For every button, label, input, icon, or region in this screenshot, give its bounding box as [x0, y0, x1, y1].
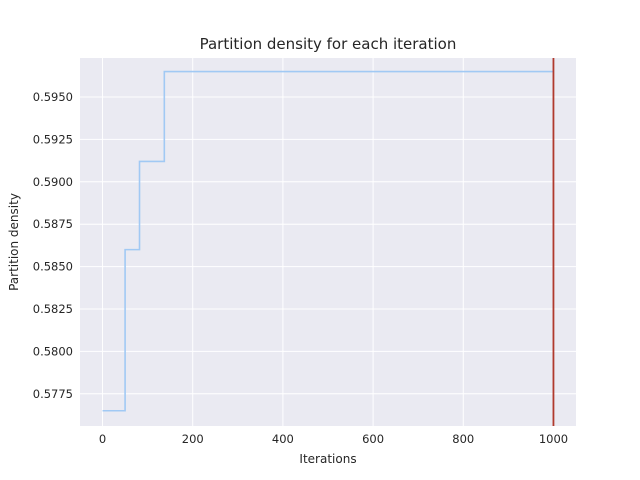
series-layer [102, 58, 555, 426]
x-tick-label: 200 [182, 432, 204, 446]
y-tick-label: 0.5825 [33, 302, 73, 316]
y-axis-label: Partition density [7, 193, 21, 291]
y-tick-label: 0.5800 [33, 344, 73, 358]
y-tick-labels: 0.5775 0.5800 0.5825 0.5850 0.5875 0.5900 0.59… [33, 90, 73, 401]
y-tick-label: 0.5875 [33, 217, 73, 231]
chart-title: Partition density for each iteration [200, 35, 457, 53]
series-line [102, 70, 554, 412]
y-tick-label: 0.5850 [33, 260, 73, 274]
x-tick-label: 400 [272, 432, 294, 446]
x-tick-label: 1000 [539, 432, 568, 446]
x-tick-labels: 0 200 400 600 800 1000 [99, 432, 568, 446]
grid [80, 58, 576, 426]
x-tick-label: 0 [99, 432, 106, 446]
x-tick-label: 800 [452, 432, 474, 446]
x-axis-label: Iterations [299, 452, 356, 466]
y-tick-label: 0.5900 [33, 175, 73, 189]
x-tick-label: 600 [362, 432, 384, 446]
y-tick-label: 0.5925 [33, 132, 73, 146]
y-tick-label: 0.5950 [33, 90, 73, 104]
plot-area [80, 58, 576, 426]
y-tick-label: 0.5775 [33, 387, 73, 401]
